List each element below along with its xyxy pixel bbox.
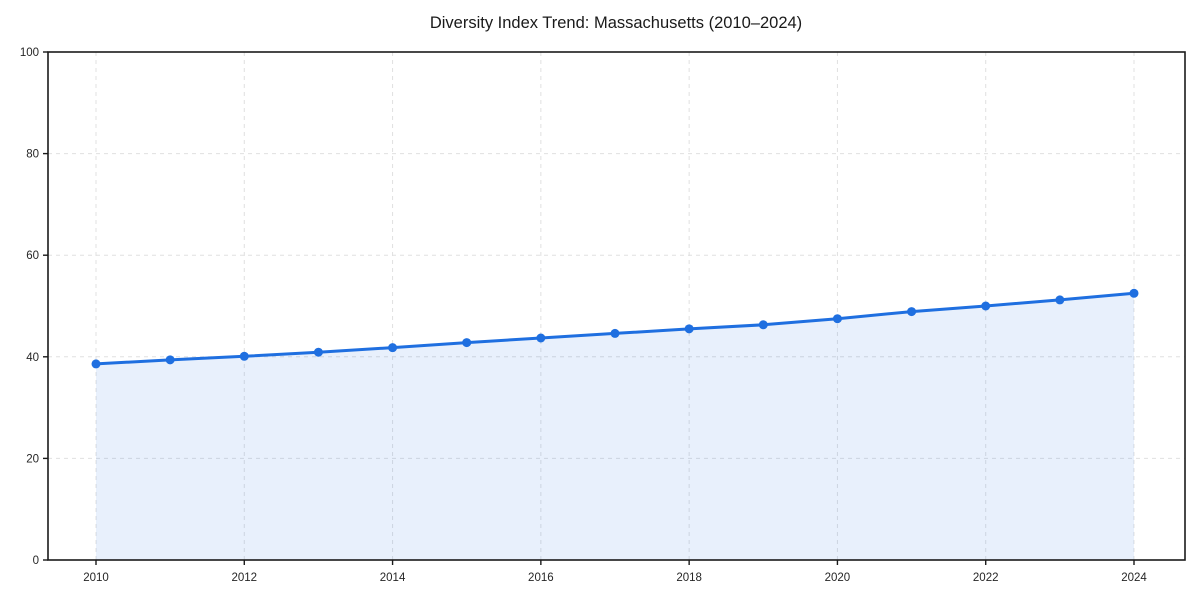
x-tick-label-2016: 2016 xyxy=(528,572,554,584)
y-tick-label-40: 40 xyxy=(26,352,39,364)
marker-layer xyxy=(91,288,1139,369)
data-point-2022 xyxy=(981,301,991,311)
data-point-2017 xyxy=(610,328,620,338)
x-tick-label-2010: 2010 xyxy=(83,572,109,584)
x-tick-label-2024: 2024 xyxy=(1121,572,1147,584)
x-tick-label-2018: 2018 xyxy=(676,572,702,584)
data-point-2018 xyxy=(684,324,694,334)
y-tick-label-100: 100 xyxy=(20,47,39,59)
data-point-2020 xyxy=(832,314,842,324)
plot-box xyxy=(47,51,1186,561)
data-point-2024 xyxy=(1129,288,1139,298)
x-tick-label-2012: 2012 xyxy=(231,572,257,584)
tick-layer: 0 20 40 60 80 100 2010 2012 2014 2016 2018 2020 2022… xyxy=(20,47,1148,584)
chart-title: Diversity Index Trend: Massachusetts (20… xyxy=(430,14,802,32)
y-tick-label-80: 80 xyxy=(26,149,39,161)
y-tick-label-0: 0 xyxy=(33,555,39,567)
axes-layer xyxy=(47,51,1186,561)
data-point-2013 xyxy=(313,347,323,357)
data-point-2021 xyxy=(907,307,917,317)
data-point-2010 xyxy=(91,359,101,369)
area-layer xyxy=(96,293,1134,560)
data-point-2023 xyxy=(1055,295,1065,305)
y-tick-label-20: 20 xyxy=(26,453,39,465)
data-point-2014 xyxy=(388,343,398,353)
data-point-2019 xyxy=(758,320,768,330)
data-point-2011 xyxy=(165,355,175,365)
x-tick-label-2022: 2022 xyxy=(973,572,999,584)
data-point-2016 xyxy=(536,333,546,343)
data-point-2012 xyxy=(239,351,249,361)
x-tick-label-2020: 2020 xyxy=(825,572,851,584)
x-tick-label-2014: 2014 xyxy=(380,572,406,584)
area-fill xyxy=(96,293,1134,560)
data-point-2015 xyxy=(462,338,472,348)
y-tick-label-60: 60 xyxy=(26,250,39,262)
